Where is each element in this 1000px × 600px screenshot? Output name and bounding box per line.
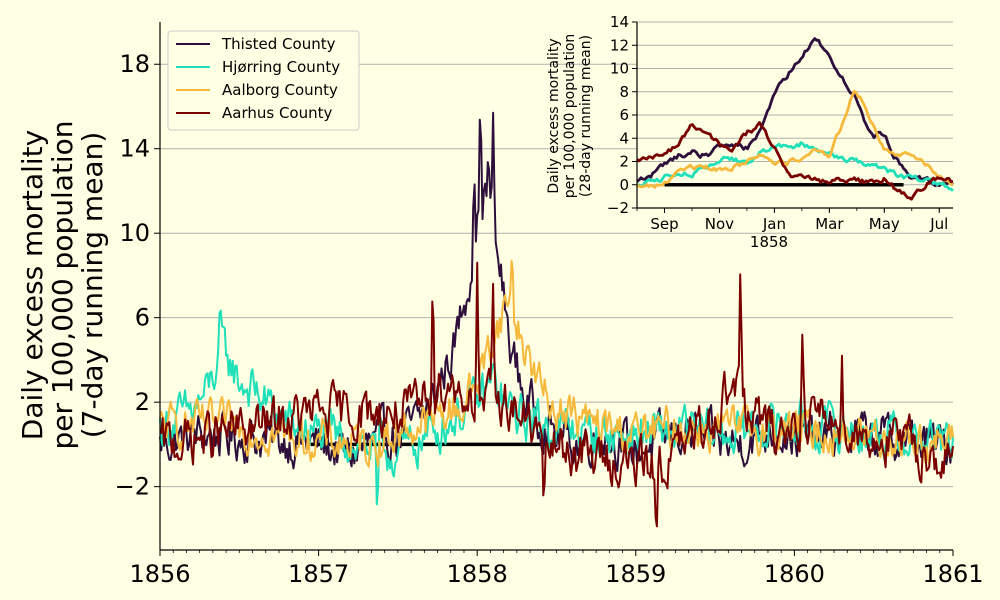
- main-y-label-line-1: Daily excess mortality: [16, 130, 49, 440]
- inset-y-label-line-1: Daily excess mortality: [546, 38, 562, 193]
- main-chart: 1856 1857 1858 1859 1860 1861 −2 2 6 10 14 18 Dail…: [16, 22, 984, 588]
- main-y-tick-label: 10: [119, 219, 150, 247]
- main-y-tick-label: 6: [135, 304, 150, 332]
- main-y-tick-label: 2: [135, 388, 150, 416]
- legend-frame: [167, 30, 360, 131]
- inset-y-tick-label: 4: [619, 129, 629, 147]
- inset-series: [636, 37, 954, 201]
- inset-y-label-line-2: per 100,000 population: [562, 34, 578, 199]
- main-x-ticks: 1856 1857 1858 1859 1860 1861: [129, 550, 984, 588]
- legend-label-aarhus: Aarhus County: [222, 104, 332, 122]
- main-y-label-line-3: (7-day running mean): [76, 132, 109, 439]
- main-y-tick-label: 14: [119, 135, 150, 163]
- inset-x-tick-label: Mar: [815, 215, 844, 233]
- inset-y-tick-label: −2: [607, 199, 629, 217]
- inset-series-line-aarhus: [636, 121, 954, 201]
- inset-y-label-line-3: (28-day running mean): [578, 35, 594, 197]
- inset-x-tick-label: Jan: [762, 215, 786, 233]
- main-series-line-hjorring: [159, 309, 954, 506]
- main-y-tick-label: −2: [115, 473, 150, 501]
- legend-label-aalborg: Aalborg County: [222, 81, 338, 99]
- main-x-tick-label: 1856: [129, 560, 190, 588]
- inset-x-ticks: Sep Nov Jan Mar May Jul: [636, 208, 948, 233]
- inset-y-tick-label: 8: [619, 83, 629, 101]
- main-x-tick-label: 1859: [605, 560, 666, 588]
- main-x-tick-label: 1858: [447, 560, 508, 588]
- inset-y-ticks: −2 0 2 4 6 8 10 12 14: [607, 13, 637, 217]
- inset-x-tick-label: May: [869, 215, 900, 233]
- inset-y-tick-label: 2: [619, 153, 629, 171]
- inset-x-label: 1858: [750, 233, 788, 251]
- main-series-line-aarhus: [159, 261, 954, 528]
- main-x-tick-label: 1860: [764, 560, 825, 588]
- main-y-label-line-2: per 100,000 population: [46, 120, 79, 449]
- main-x-tick-label: 1861: [922, 560, 983, 588]
- main-x-tick-label: 1857: [288, 560, 349, 588]
- main-y-tick-label: 18: [119, 50, 150, 78]
- inset-y-tick-label: 10: [610, 60, 629, 78]
- legend-entry-aalborg: Aalborg County: [176, 81, 338, 99]
- main-series: [159, 111, 954, 528]
- inset-series-line-hjorring: [637, 141, 954, 192]
- legend-entry-aarhus: Aarhus County: [176, 104, 332, 122]
- inset-x-tick-label: Sep: [650, 215, 678, 233]
- legend-label-thisted: Thisted County: [221, 35, 336, 53]
- legend-entry-thisted: Thisted County: [176, 35, 336, 53]
- inset-y-tick-label: 0: [619, 176, 629, 194]
- inset-chart: Sep Nov Jan Mar May Jul −2 0 2 4 6 8 10 12 14 1858 Da…: [546, 13, 954, 251]
- inset-y-tick-label: 12: [610, 36, 629, 54]
- inset-y-tick-label: 6: [619, 106, 629, 124]
- inset-series-line-aalborg: [636, 89, 954, 189]
- inset-y-tick-label: 14: [610, 13, 629, 31]
- legend-label-hjorring: Hjørring County: [222, 58, 340, 76]
- main-series-line-aalborg: [159, 259, 954, 468]
- legend: Thisted County Hjørring County Aalborg C…: [167, 30, 360, 131]
- inset-series-line-thisted: [636, 37, 954, 188]
- main-y-ticks: −2 2 6 10 14 18: [115, 50, 160, 501]
- inset-x-tick-label: Jul: [929, 215, 948, 233]
- inset-x-tick-label: Nov: [705, 215, 734, 233]
- legend-entry-hjorring: Hjørring County: [176, 58, 340, 76]
